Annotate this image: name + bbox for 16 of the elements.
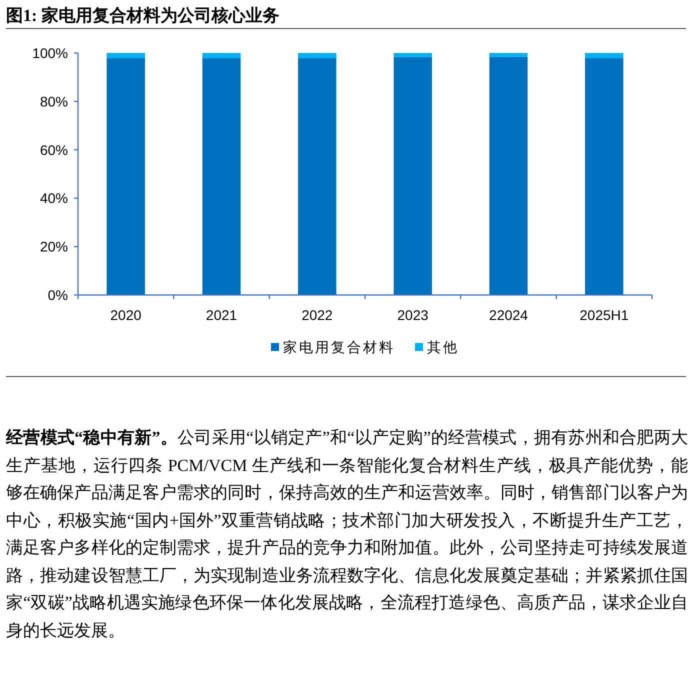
y-tick-label: 60% bbox=[40, 142, 68, 158]
y-tick-label: 40% bbox=[40, 190, 68, 206]
x-tick-label: 2023 bbox=[397, 307, 429, 323]
x-tick-label: 2021 bbox=[206, 307, 238, 323]
x-tick-label: 2020 bbox=[110, 307, 142, 323]
y-tick-label: 0% bbox=[48, 287, 68, 303]
legend-label: 其他 bbox=[427, 340, 459, 356]
chart-title: 图1: 家电用复合材料为公司核心业务 bbox=[6, 5, 280, 27]
x-tick-label: 2025H1 bbox=[580, 307, 629, 323]
text: 经营模式“稳中有新”。公司采用“以销定产”和“以产定购”的经营模式，拥有苏州和合肥两大生产基地，运行四条 PCM/VCM 生产线和一条智能化复合材料生产线，极具产能优势，能够在确保产品满足客户需求的同时，保持高效的生产和运营效率。同时，销售部门以客户为中心，积极实施“国内+国外”双重营销战略；技术部门加大研发投入，不断提升生产工艺，满足客户多样化的定制需求，提升产品的竞争力和附加值。此外，公司坚持走可持续发展道路，推动建设智慧工厂，为实现制造业务流程数字化、信息化发展奠定基础；并紧紧抓住国家“双碳”战略机遇实施绿色环保一体化发展战略，全流程打造绿色、高质产品，谋求企业自身的长远发展。 bbox=[6, 428, 688, 640]
y-tick-label: 100% bbox=[32, 45, 68, 61]
legend-label: 家电用复合材料 bbox=[283, 340, 395, 356]
y-tick-label: 80% bbox=[40, 93, 68, 110]
x-tick-label: 2022 bbox=[302, 307, 333, 323]
y-tick-label: 20% bbox=[40, 238, 68, 255]
x-tick-label: 22024 bbox=[489, 307, 528, 323]
